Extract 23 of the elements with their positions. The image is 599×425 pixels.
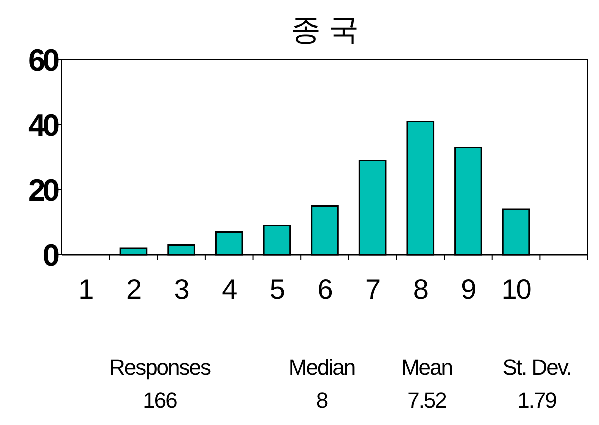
y-tick-label: 0 <box>42 238 59 273</box>
text: 8 <box>316 388 328 413</box>
x-tick-label: 8 <box>413 274 428 305</box>
x-tick-label: 3 <box>174 274 190 305</box>
y-tick-label: 60 <box>28 43 59 78</box>
x-tick-label: 10 <box>502 274 532 305</box>
y-tick-label: 40 <box>28 108 59 143</box>
text: Median <box>288 355 356 380</box>
y-tick-label: 20 <box>28 173 59 208</box>
text: 7.52 <box>408 388 448 413</box>
x-tick-label: 9 <box>461 274 476 305</box>
x-tick-label: 1 <box>78 274 94 305</box>
x-tick-label: 5 <box>270 274 285 305</box>
x-tick-label: 2 <box>126 274 142 305</box>
title: 종 국 <box>290 14 360 47</box>
text: 1.79 <box>518 388 558 413</box>
text: Responses <box>109 355 212 380</box>
x-tick-label: 4 <box>222 274 238 305</box>
text: Mean <box>401 355 453 380</box>
text: 166 <box>143 388 178 413</box>
text: St. Dev. <box>502 355 572 380</box>
x-tick-label: 7 <box>366 274 381 305</box>
x-tick-label: 6 <box>318 274 333 305</box>
